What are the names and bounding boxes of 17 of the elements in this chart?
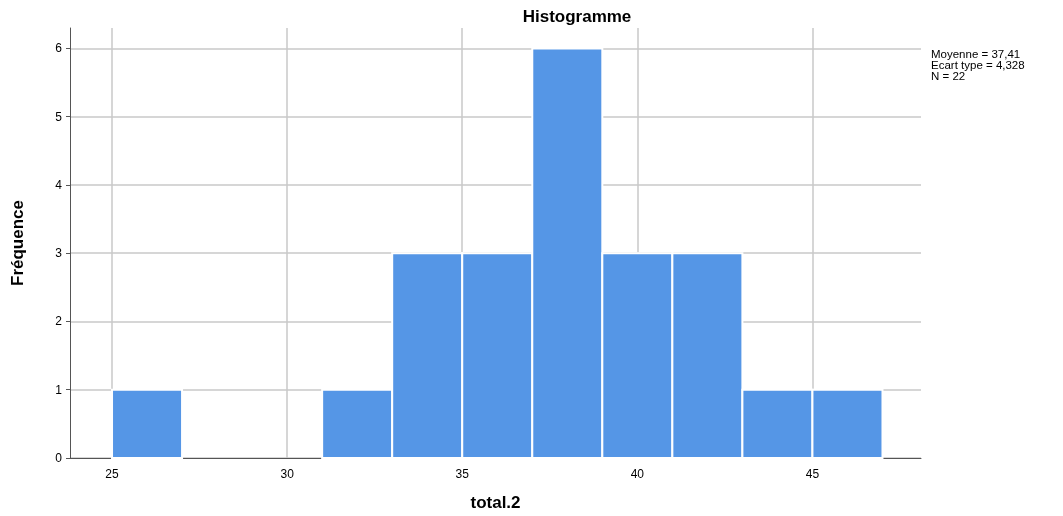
y-axis-title: Fréquence (8, 200, 27, 286)
text: Moyenne = 37,41 (931, 48, 1021, 60)
chart-title: Histogramme (522, 7, 632, 26)
x-tick-label: 25 (105, 467, 120, 481)
text: Ecart type = 4,328 (931, 59, 1025, 71)
y-tick-label: 4 (55, 177, 63, 192)
y-tick-label: 6 (55, 41, 63, 56)
x-tick-label: 30 (280, 467, 295, 481)
y-tick-label: 3 (55, 246, 63, 261)
y-tick-label: 5 (55, 109, 63, 124)
x-tick-label: 40 (630, 467, 645, 481)
x-axis-title: total.2 (470, 493, 521, 512)
y-tick-label: 0 (55, 451, 63, 465)
y-tick-label: 2 (55, 314, 63, 329)
y-tick-label: 1 (55, 382, 63, 397)
x-tick-label: 35 (455, 467, 470, 481)
x-tick-label: 45 (805, 467, 820, 481)
